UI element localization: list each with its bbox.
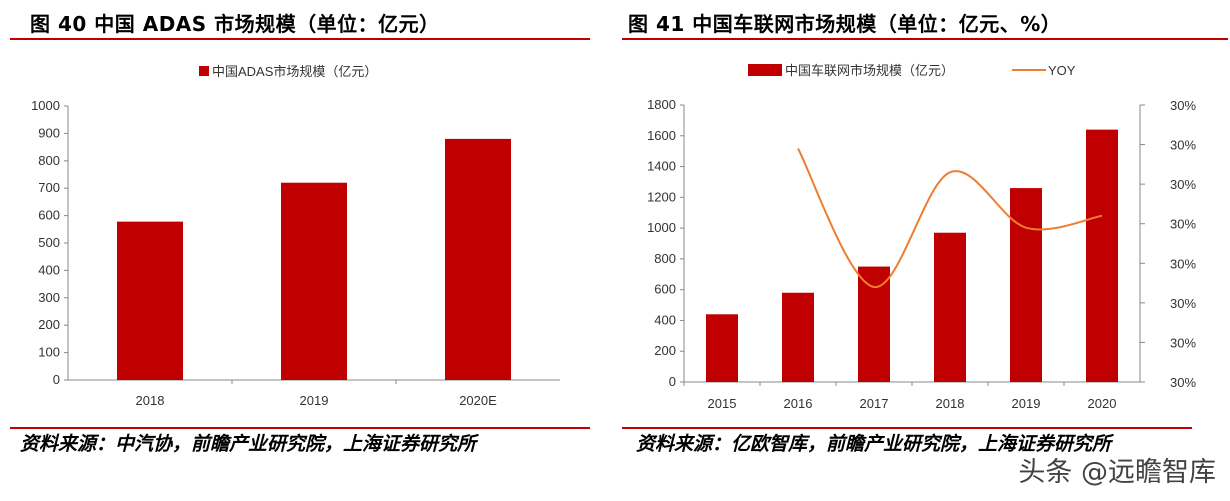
y2-tick-label: 30% [1170,256,1196,271]
x-tick-label: 2016 [784,396,813,411]
y-tick-label: 1200 [647,189,676,204]
y-tick-label: 1600 [647,128,676,143]
y-tick-label: 400 [654,312,676,327]
y-tick-label: 600 [654,282,676,297]
x-tick-label: 2015 [708,396,737,411]
y-tick-label: 1400 [647,159,676,174]
y2-tick-label: 30% [1170,217,1196,232]
y-tick-label: 1000 [31,98,60,113]
y-tick-label: 300 [38,290,60,305]
y-tick-label: 1000 [647,220,676,235]
y-tick-label: 700 [38,180,60,195]
bar-2018 [934,232,966,382]
legend-swatch-bar [748,64,782,76]
x-tick-label: 2019 [1012,396,1041,411]
adas-market-chart: 中国ADAS市场规模（亿元） 0 100 200 300 400 500 600 700 800 9… [31,64,560,408]
y-tick-label: 800 [654,251,676,266]
left-source-rule [10,427,590,429]
bar-2015 [706,314,738,382]
y-tick-label: 800 [38,153,60,168]
bar-2016 [782,292,814,382]
y-tick-label: 100 [38,345,60,360]
y-tick-label: 0 [669,374,676,389]
left-source-text: 资料来源：中汽协，前瞻产业研究院，上海证券研究所 [20,433,477,455]
left-chart-title: 图 40 中国 ADAS 市场规模（单位：亿元） [30,12,440,36]
y2-tick-label: 30% [1170,177,1196,192]
y2-tick-label: 30% [1170,138,1196,153]
legend-label-bar: 中国ADAS市场规模（亿元） [212,64,377,79]
x-tick-label: 2019 [300,393,329,408]
bar-2017 [858,266,890,382]
bar-2020E [445,138,511,380]
watermark: 头条 @远瞻智库 [1018,457,1216,488]
y-tick-label: 400 [38,262,60,277]
y-tick-label: 600 [38,208,60,223]
y-tick-label: 900 [38,125,60,140]
y-tick-label: 200 [654,343,676,358]
y2-tick-label: 30% [1170,375,1196,390]
y-tick-label: 500 [38,235,60,250]
right-source-text: 资料来源：亿欧智库，前瞻产业研究院，上海证券研究所 [636,433,1112,455]
legend-label-bar: 中国车联网市场规模（亿元） [785,63,954,78]
bar-2019 [281,182,347,380]
right-chart-title: 图 41 中国车联网市场规模（单位：亿元、%） [628,12,1062,36]
x-tick-label: 2020 [1088,396,1117,411]
x-tick-label: 2018 [136,393,165,408]
x-tick-label: 2018 [936,396,965,411]
right-source-rule [622,427,1192,429]
bar-2019 [1010,188,1042,382]
legend-label-line: YOY [1048,63,1076,78]
right-title-rule [622,38,1228,40]
legend-swatch-bar [199,66,209,76]
y-tick-label: 1800 [647,97,676,112]
connected-car-market-chart: 中国车联网市场规模（亿元） YOY 0 200 400 600 800 1000 1200 140… [647,63,1196,411]
y2-tick-label: 30% [1170,296,1196,311]
bar-2018 [117,221,183,380]
y-tick-label: 200 [38,317,60,332]
y-tick-label: 0 [53,372,60,387]
bar-2020 [1086,129,1118,382]
left-title-rule [10,38,590,40]
x-tick-label: 2017 [860,396,889,411]
x-tick-label: 2020E [459,393,497,408]
y2-tick-label: 30% [1170,98,1196,113]
y2-tick-label: 30% [1170,335,1196,350]
yoy-line [797,148,1103,289]
